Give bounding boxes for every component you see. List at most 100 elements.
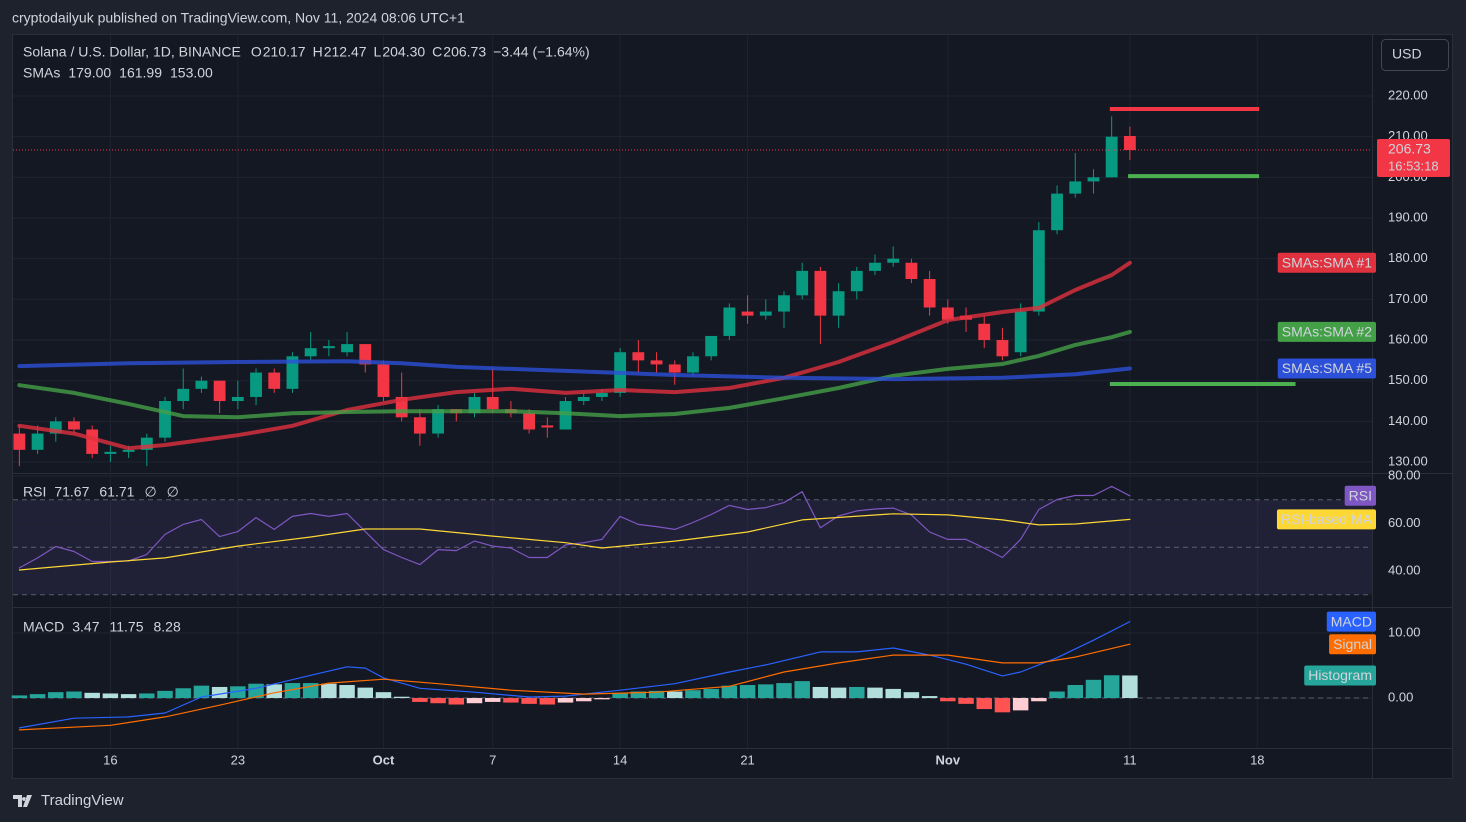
y-tick-label: 60.00 <box>1388 515 1421 530</box>
histogram-bar <box>976 698 992 710</box>
histogram-bar <box>521 698 537 704</box>
histogram-bar <box>29 694 46 699</box>
candle-body <box>104 451 117 454</box>
y-tick-label: 140.00 <box>1388 413 1428 428</box>
histogram-bar <box>266 684 282 699</box>
currency-button[interactable] <box>1381 39 1449 71</box>
series-tag: Histogram <box>1308 667 1372 683</box>
footer-brand: TradingView <box>41 792 124 809</box>
candle-body <box>850 270 863 292</box>
candle-body <box>268 372 281 389</box>
series-tag: SMAs:SMA #5 <box>1282 360 1372 376</box>
last-price-box <box>1377 138 1450 177</box>
candle-body <box>541 425 554 428</box>
series-tag-bg <box>1277 252 1376 273</box>
histogram-bar <box>412 698 428 702</box>
histogram-bar <box>994 698 1011 713</box>
candle-body <box>1051 193 1063 231</box>
histogram-bar <box>48 692 64 699</box>
legend-text: 210.17 <box>263 44 306 60</box>
candle-body <box>759 311 772 316</box>
series-tag: RSI <box>1349 487 1372 503</box>
y-tick-label: 160.00 <box>1388 331 1428 346</box>
candle-body <box>723 307 736 336</box>
candle-body <box>213 380 226 402</box>
histogram-bar <box>11 695 28 699</box>
candle-body <box>596 392 608 397</box>
candle-body <box>869 262 881 271</box>
candle-body <box>741 311 754 316</box>
candle-body <box>559 401 572 430</box>
histogram-bar <box>830 687 847 699</box>
histogram-bar <box>539 698 556 705</box>
series-tag-bg <box>1329 634 1376 655</box>
candle-body <box>250 372 262 397</box>
histogram-bar <box>1122 675 1138 699</box>
y-tick-label: 80.00 <box>1388 467 1421 482</box>
candle-body <box>286 356 299 389</box>
series-tag: RSI-based MA <box>1281 511 1373 527</box>
candle-body <box>832 291 845 316</box>
histogram-bar <box>557 698 574 703</box>
candle-body <box>177 388 190 402</box>
candle-body <box>778 295 790 312</box>
y-tick-label: 0.00 <box>1388 689 1413 704</box>
candle-body <box>322 346 335 349</box>
candle-body <box>996 340 1009 357</box>
candle-body <box>1105 136 1118 178</box>
legend-text: 61.71 <box>99 484 134 500</box>
legend-text: 204.30 <box>382 44 425 60</box>
series-tag-bg <box>1276 509 1376 530</box>
candle-body <box>1087 177 1100 182</box>
candle-body <box>705 335 718 357</box>
histogram-bar <box>721 685 738 699</box>
histogram-bar <box>1031 698 1047 702</box>
histogram-bar <box>139 693 155 699</box>
histogram-bar <box>940 698 956 702</box>
histogram-bar <box>958 698 974 704</box>
indicator-line <box>17 260 1132 451</box>
y-tick-label: 180.00 <box>1388 250 1428 265</box>
legend-text: MACD <box>23 619 64 635</box>
histogram-bar <box>812 686 829 699</box>
candle-body <box>377 364 390 397</box>
x-tick-label: Nov <box>936 752 961 767</box>
histogram-bar <box>357 687 374 699</box>
countdown-label: 16:53:18 <box>1388 158 1439 173</box>
candle-body <box>304 348 317 357</box>
histogram-bar <box>885 688 901 699</box>
legend-text: Solana / U.S. Dollar, 1D, BINANCE <box>23 44 241 60</box>
legend-text: 206.73 <box>443 44 486 60</box>
series-tag-bg <box>1277 358 1376 379</box>
candle-body <box>668 364 681 373</box>
histogram-bar <box>484 698 501 702</box>
candle-body <box>359 344 372 365</box>
histogram-bar <box>921 696 938 699</box>
candle-body <box>796 270 809 296</box>
x-tick-label: Oct <box>373 752 395 767</box>
series-tag-bg <box>1304 665 1376 686</box>
histogram-bar <box>794 681 810 699</box>
candle-body <box>905 262 918 280</box>
legend-text: 179.00 <box>68 65 111 81</box>
currency-label[interactable]: USD <box>1392 46 1422 62</box>
histogram-bar <box>375 692 392 699</box>
legend-text: ∅ <box>167 484 179 500</box>
histogram-bar <box>448 698 465 705</box>
candle-body <box>13 433 26 450</box>
candle-body <box>923 279 936 308</box>
histogram-bar <box>66 691 82 699</box>
candle-body <box>195 380 208 389</box>
candle-body <box>140 437 153 450</box>
candle-body <box>413 417 426 434</box>
candle-body <box>486 396 499 410</box>
indicator-line <box>18 643 1131 731</box>
last-price-label: 206.73 <box>1388 141 1431 157</box>
candle-body <box>432 409 445 434</box>
indicator-line <box>18 621 1131 729</box>
histogram-bar <box>594 698 610 700</box>
histogram-bar <box>157 690 173 699</box>
histogram-bar <box>393 696 410 699</box>
